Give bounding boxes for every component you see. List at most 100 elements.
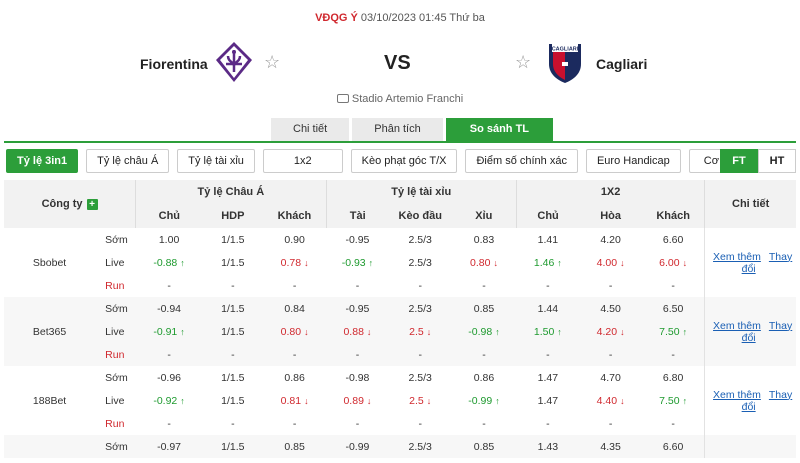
odds-row: 188Bet Sớm -0.96 1/1.5 0.86 -0.98 2.5/3 0.86 1.4… — [4, 366, 796, 435]
odds-filter-bar: Tỷ lệ 3in1 Tỷ lệ châu Á Tỷ lệ tài xỉu 1x… — [6, 149, 780, 173]
odds-value-cell: 6.80 — [642, 366, 705, 389]
odds-value-cell: 0.86 — [263, 366, 327, 389]
odds-type-label: Sớm — [95, 297, 136, 320]
arrow-up-icon: ↑ — [682, 326, 688, 337]
favorite-away-star-icon[interactable]: ☆ — [515, 52, 532, 72]
odds-value: -0.98 — [345, 371, 370, 384]
odds-value-cell: - — [516, 412, 580, 435]
odds-value-cell: -0.99 ↑ — [451, 389, 517, 412]
away-logo-text: CAGLIARI — [552, 47, 579, 53]
change-link[interactable]: Thay đổi — [741, 388, 793, 413]
toggle-ft[interactable]: FT — [720, 149, 758, 173]
subheader-cell: Hòa — [579, 204, 642, 228]
odds-value: - — [482, 279, 486, 292]
odds-value: 4.20 — [596, 325, 618, 338]
fiorentina-logo-icon — [216, 42, 252, 82]
tab-analysis[interactable]: Phân tích — [352, 118, 443, 141]
company-name[interactable] — [4, 435, 96, 458]
filter-corners[interactable]: Kèo phạt góc T/X — [350, 149, 458, 173]
odds-value-cell: -0.97 — [135, 435, 203, 458]
odds-value: 0.88 — [343, 325, 364, 338]
odds-value-cell: - — [326, 412, 389, 435]
odds-value-cell: -0.91 ↑ — [135, 320, 203, 343]
subheader-cell: Khách — [263, 204, 327, 228]
see-more-link[interactable]: Xem thêm — [713, 388, 761, 401]
arrow-down-icon: ↓ — [493, 257, 498, 268]
odds-row: Sbobet Sớm 1.00 1/1.5 0.90 -0.95 2.5/3 0.83 1.41… — [4, 228, 796, 297]
odds-value: - — [608, 348, 613, 361]
see-more-link[interactable]: Xem thêm — [713, 319, 761, 332]
toggle-ht[interactable]: HT — [758, 149, 796, 173]
odds-value-cell: -0.93 ↑ — [326, 251, 389, 274]
favorite-home-star-icon[interactable]: ☆ — [264, 52, 281, 72]
odds-value-cell: 0.80 ↓ — [263, 320, 327, 343]
filter-asian[interactable]: Tỷ lệ châu Á — [86, 149, 170, 173]
odds-value: - — [418, 348, 422, 361]
odds-value: - — [231, 348, 235, 361]
odds-value-cell: -0.98 ↑ — [451, 320, 517, 343]
odds-value-cell: 2.5/3 — [388, 366, 452, 389]
filter-over-under[interactable]: Tỷ lệ tài xỉu — [177, 149, 255, 173]
filter-1x2[interactable]: 1x2 — [262, 149, 343, 173]
odds-value: 0.85 — [284, 440, 305, 453]
odds-value-cell: - — [388, 274, 452, 297]
odds-value: 0.80 — [280, 325, 302, 338]
odds-value-cell: 6.60 — [642, 435, 705, 458]
odds-value-cell: 1/1.5 — [202, 389, 264, 412]
odds-value: -0.99 — [468, 394, 493, 407]
odds-value: 2.5 — [409, 394, 424, 407]
odds-value-cell: - — [516, 343, 580, 366]
match-info: VĐQG Ý 03/10/2023 01:45 Thứ ba — [0, 12, 800, 24]
detail-links: Xem thêm Thay đổi — [704, 228, 796, 297]
odds-value: 6.00 — [659, 256, 680, 269]
odds-value: -0.94 — [157, 302, 182, 315]
away-team-name[interactable]: Cagliari — [596, 56, 648, 72]
odds-value: 0.85 — [473, 302, 495, 315]
company-name[interactable]: Bet365 — [4, 297, 96, 366]
odds-value-cell: 0.81 ↓ — [263, 389, 327, 412]
subheader-cell: Xỉu — [451, 204, 517, 228]
tab-odds-compare[interactable]: So sánh TL — [445, 118, 554, 141]
odds-value: -0.95 — [345, 302, 370, 315]
filter-correct-score[interactable]: Điểm số chính xác — [465, 149, 578, 173]
odds-value: -0.91 — [153, 325, 178, 338]
odds-value: 0.81 — [280, 394, 302, 407]
odds-value: 0.90 — [284, 233, 305, 246]
filter-euro-handicap[interactable]: Euro Handicap — [585, 149, 681, 173]
arrow-up-icon: ↑ — [682, 395, 688, 406]
odds-value-cell: - — [388, 412, 452, 435]
odds-value-cell: 2.5/3 — [388, 251, 452, 274]
league-name[interactable]: VĐQG Ý — [315, 12, 358, 24]
tab-details[interactable]: Chi tiết — [271, 118, 350, 141]
odds-value: - — [671, 417, 675, 430]
odds-value-cell: 4.70 — [579, 366, 642, 389]
odds-value: 4.00 — [596, 256, 618, 269]
odds-value-cell: 1.43 — [516, 435, 580, 458]
odds-value: -0.88 — [153, 256, 178, 269]
odds-value: 1/1.5 — [221, 394, 245, 407]
odds-value-cell: -0.96 — [135, 366, 203, 389]
odds-value: - — [546, 348, 550, 361]
odds-value: - — [418, 279, 422, 292]
add-company-icon[interactable]: + — [86, 198, 98, 210]
odds-value: -0.93 — [341, 256, 366, 269]
odds-value-cell: - — [451, 412, 517, 435]
filter-3in1[interactable]: Tỷ lệ 3in1 — [6, 149, 79, 173]
company-name[interactable]: 188Bet — [4, 366, 96, 435]
odds-value-cell: 0.78 ↓ — [263, 251, 327, 274]
change-link[interactable]: Thay đổi — [741, 250, 793, 275]
odds-value-cell: 2.5/3 — [388, 228, 452, 251]
odds-value: -0.95 — [345, 233, 370, 246]
home-team-name[interactable]: Fiorentina — [140, 56, 208, 72]
odds-value-cell: - — [263, 412, 327, 435]
change-link[interactable]: Thay đổi — [741, 319, 793, 344]
company-name[interactable]: Sbobet — [4, 228, 96, 297]
odds-value-cell: - — [135, 412, 203, 435]
odds-value-cell: 0.85 — [451, 297, 517, 320]
detail-links: Xem thêm Thay đổi — [704, 366, 796, 435]
odds-value-cell: 1.41 — [516, 228, 580, 251]
odds-value-cell: -0.98 — [326, 366, 389, 389]
see-more-link[interactable]: Xem thêm — [713, 250, 761, 263]
arrow-up-icon: ↑ — [180, 326, 185, 337]
odds-value-cell: 0.84 — [263, 297, 327, 320]
